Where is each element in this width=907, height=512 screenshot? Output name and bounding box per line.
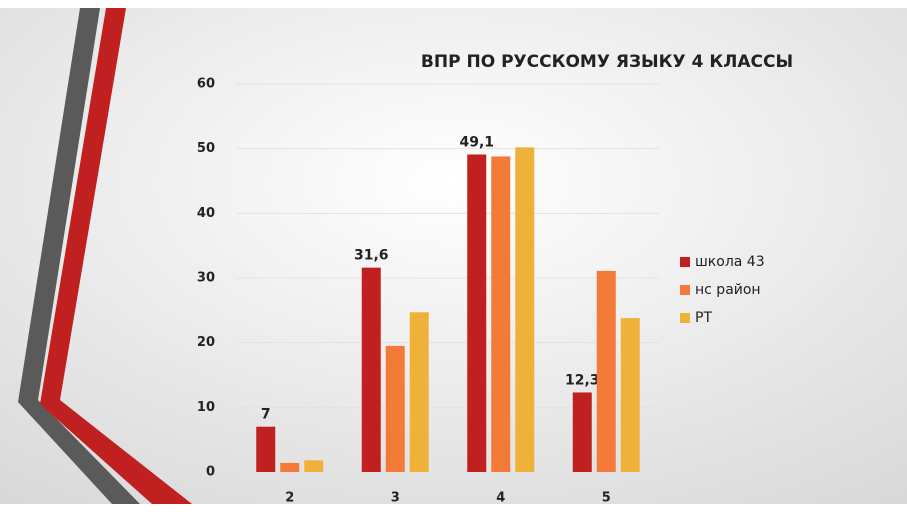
y-tick-label: 20 xyxy=(197,335,215,350)
legend-swatch xyxy=(680,257,690,267)
x-tick-label: 3 xyxy=(391,491,400,506)
bar xyxy=(573,392,592,472)
x-tick-label: 4 xyxy=(496,491,505,506)
y-tick-label: 60 xyxy=(197,77,215,92)
slide: ВПР ПО РУССКОМУ ЯЗЫКУ 4 КЛАССЫ 0 10 20 30 40… xyxy=(0,0,907,512)
bar xyxy=(597,271,616,472)
bar xyxy=(515,147,534,472)
y-tick-label: 50 xyxy=(197,141,215,156)
x-tick-label: 2 xyxy=(285,491,294,506)
data-label: 49,1 xyxy=(459,134,494,150)
legend-swatch xyxy=(680,285,690,295)
bar xyxy=(621,318,640,472)
bar xyxy=(386,346,405,472)
bar xyxy=(256,427,275,472)
legend-label: школа 43 xyxy=(695,254,765,270)
bar xyxy=(362,268,381,472)
data-label: 12,3 xyxy=(565,372,600,388)
y-tick-label: 30 xyxy=(197,271,215,286)
bar xyxy=(491,156,510,472)
x-tick-label: 5 xyxy=(602,491,611,506)
legend-swatch xyxy=(680,313,690,323)
y-tick-label: 40 xyxy=(197,206,215,221)
bar xyxy=(410,312,429,472)
data-label: 31,6 xyxy=(354,248,389,264)
chart-title: ВПР ПО РУССКОМУ ЯЗЫКУ 4 КЛАССЫ xyxy=(421,52,793,72)
bar xyxy=(304,460,323,472)
background xyxy=(0,8,907,504)
y-tick-label: 10 xyxy=(197,400,215,415)
data-label: 7 xyxy=(261,407,271,423)
y-tick-label: 0 xyxy=(206,465,215,480)
legend-label: нс район xyxy=(695,282,761,298)
bar xyxy=(467,154,486,472)
bar xyxy=(280,463,299,472)
legend-label: РТ xyxy=(695,310,712,326)
